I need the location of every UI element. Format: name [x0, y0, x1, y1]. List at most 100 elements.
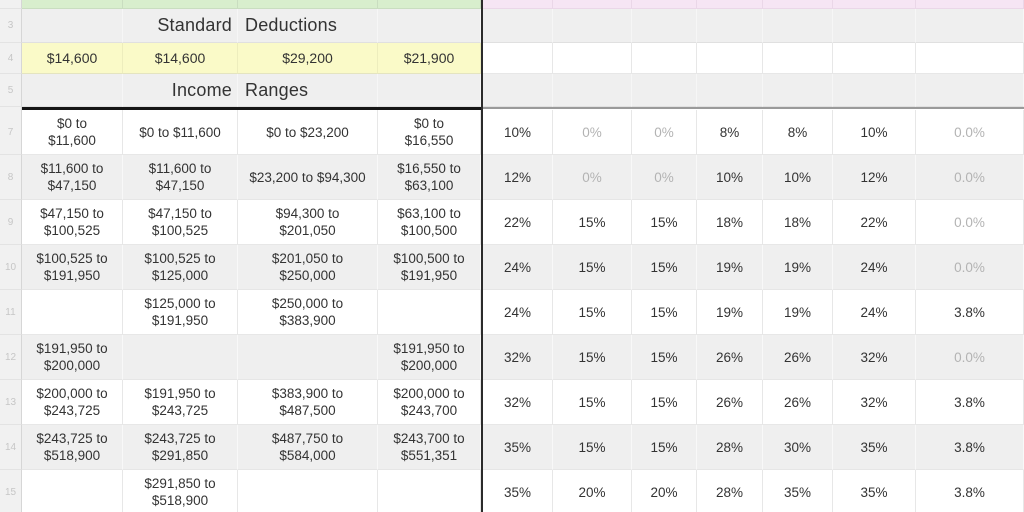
cell-tax-rate[interactable]: 0.0% [916, 245, 1024, 290]
cell-top-band[interactable] [22, 0, 123, 9]
cell-tax-rate[interactable]: 15% [632, 200, 697, 245]
cell-tax-rate[interactable]: 26% [763, 335, 833, 380]
cell-deduction[interactable]: $14,600 [123, 43, 238, 74]
cell-empty[interactable] [916, 9, 1024, 43]
cell-empty[interactable] [22, 9, 123, 43]
cell-income-range[interactable] [238, 470, 378, 512]
cell-tax-rate[interactable]: 0.0% [916, 110, 1024, 155]
cell-empty[interactable] [763, 43, 833, 74]
cell-top-band[interactable] [632, 0, 697, 9]
section-title-standard[interactable]: Standard [123, 9, 238, 43]
cell-income-range[interactable] [378, 470, 481, 512]
cell-empty[interactable] [378, 74, 481, 107]
cell-tax-rate[interactable]: 8% [763, 110, 833, 155]
cell-income-range[interactable]: $94,300 to $201,050 [238, 200, 378, 245]
cell-tax-rate[interactable]: 0% [553, 155, 632, 200]
cell-empty[interactable] [632, 9, 697, 43]
cell-income-range[interactable]: $47,150 to $100,525 [22, 200, 123, 245]
cell-tax-rate[interactable]: 20% [632, 470, 697, 512]
cell-empty[interactable] [833, 74, 916, 107]
cell-income-range[interactable]: $0 to $11,600 [123, 110, 238, 155]
row-number[interactable]: 8 [0, 155, 22, 200]
cell-empty[interactable] [22, 74, 123, 107]
cell-tax-rate[interactable]: 0% [553, 110, 632, 155]
cell-top-band[interactable] [483, 0, 553, 9]
cell-tax-rate[interactable]: 10% [483, 110, 553, 155]
cell-empty[interactable] [553, 43, 632, 74]
cell-empty[interactable] [632, 74, 697, 107]
cell-tax-rate[interactable]: 24% [833, 245, 916, 290]
cell-empty[interactable] [483, 43, 553, 74]
row-number[interactable]: 4 [0, 43, 22, 74]
cell-tax-rate[interactable]: 26% [763, 380, 833, 425]
cell-income-range[interactable] [238, 335, 378, 380]
cell-tax-rate[interactable]: 0.0% [916, 155, 1024, 200]
cell-empty[interactable] [483, 74, 553, 107]
cell-tax-rate[interactable]: 24% [483, 290, 553, 335]
cell-income-range[interactable]: $191,950 to $243,725 [123, 380, 238, 425]
cell-tax-rate[interactable]: 0.0% [916, 200, 1024, 245]
cell-tax-rate[interactable]: 15% [632, 380, 697, 425]
cell-tax-rate[interactable]: 32% [833, 335, 916, 380]
cell-tax-rate[interactable]: 35% [833, 470, 916, 512]
cell-tax-rate[interactable]: 15% [553, 335, 632, 380]
row-number[interactable]: 5 [0, 74, 22, 107]
cell-tax-rate[interactable]: 12% [483, 155, 553, 200]
cell-empty[interactable] [916, 43, 1024, 74]
cell-tax-rate[interactable]: 18% [697, 200, 763, 245]
row-number[interactable] [0, 0, 22, 9]
cell-income-range[interactable] [123, 335, 238, 380]
row-number[interactable]: 9 [0, 200, 22, 245]
cell-top-band[interactable] [763, 0, 833, 9]
row-number[interactable]: 12 [0, 335, 22, 380]
cell-tax-rate[interactable]: 24% [483, 245, 553, 290]
cell-tax-rate[interactable]: 15% [553, 425, 632, 470]
row-number[interactable]: 14 [0, 425, 22, 470]
cell-income-range[interactable]: $200,000 to $243,700 [378, 380, 481, 425]
cell-tax-rate[interactable]: 35% [483, 470, 553, 512]
cell-empty[interactable] [378, 9, 481, 43]
cell-tax-rate[interactable]: 3.8% [916, 380, 1024, 425]
row-number[interactable]: 11 [0, 290, 22, 335]
cell-tax-rate[interactable]: 35% [833, 425, 916, 470]
cell-income-range[interactable]: $0 to $11,600 [22, 110, 123, 155]
cell-tax-rate[interactable]: 15% [553, 245, 632, 290]
cell-income-range[interactable] [378, 290, 481, 335]
cell-income-range[interactable] [22, 290, 123, 335]
cell-income-range[interactable]: $201,050 to $250,000 [238, 245, 378, 290]
cell-tax-rate[interactable]: 10% [697, 155, 763, 200]
cell-tax-rate[interactable]: 19% [697, 245, 763, 290]
cell-deduction[interactable]: $29,200 [238, 43, 378, 74]
cell-income-range[interactable]: $0 to $16,550 [378, 110, 481, 155]
cell-tax-rate[interactable]: 15% [632, 245, 697, 290]
cell-top-band[interactable] [833, 0, 916, 9]
cell-tax-rate[interactable]: 26% [697, 380, 763, 425]
cell-tax-rate[interactable]: 28% [697, 425, 763, 470]
cell-tax-rate[interactable]: 32% [483, 380, 553, 425]
cell-empty[interactable] [697, 43, 763, 74]
cell-tax-rate[interactable]: 35% [763, 470, 833, 512]
cell-income-range[interactable]: $250,000 to $383,900 [238, 290, 378, 335]
cell-top-band[interactable] [123, 0, 238, 9]
cell-income-range[interactable]: $487,750 to $584,000 [238, 425, 378, 470]
row-number[interactable]: 3 [0, 9, 22, 43]
cell-tax-rate[interactable]: 15% [553, 200, 632, 245]
row-number[interactable]: 15 [0, 470, 22, 512]
cell-tax-rate[interactable]: 26% [697, 335, 763, 380]
cell-tax-rate[interactable]: 15% [632, 335, 697, 380]
cell-tax-rate[interactable]: 22% [483, 200, 553, 245]
section-title-income[interactable]: Income [123, 74, 238, 107]
cell-income-range[interactable]: $191,950 to $200,000 [378, 335, 481, 380]
cell-income-range[interactable]: $16,550 to $63,100 [378, 155, 481, 200]
cell-tax-rate[interactable]: 12% [833, 155, 916, 200]
cell-top-band[interactable] [916, 0, 1024, 9]
cell-income-range[interactable]: $47,150 to $100,525 [123, 200, 238, 245]
cell-tax-rate[interactable]: 10% [763, 155, 833, 200]
cell-top-band[interactable] [553, 0, 632, 9]
cell-empty[interactable] [697, 74, 763, 107]
cell-tax-rate[interactable]: 30% [763, 425, 833, 470]
cell-empty[interactable] [553, 9, 632, 43]
cell-income-range[interactable]: $243,700 to $551,351 [378, 425, 481, 470]
cell-tax-rate[interactable]: 3.8% [916, 290, 1024, 335]
row-number[interactable]: 10 [0, 245, 22, 290]
